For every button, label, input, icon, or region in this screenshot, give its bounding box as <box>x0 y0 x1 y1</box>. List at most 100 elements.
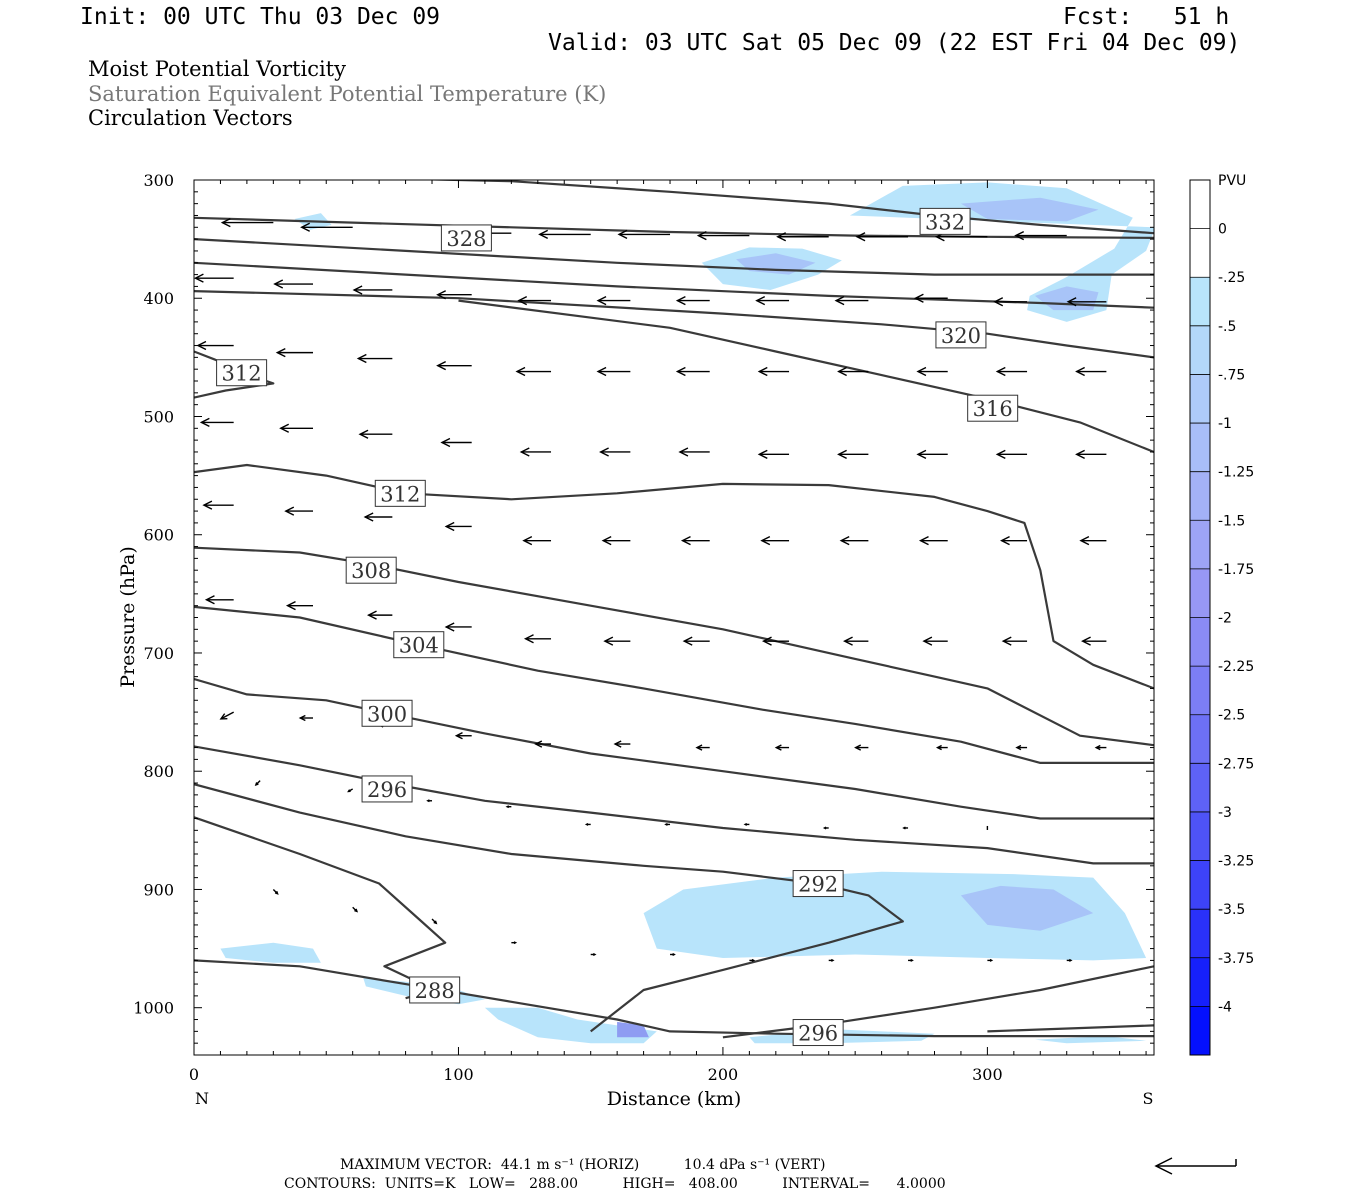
colorbar-segment-2 <box>1190 277 1210 327</box>
contour-labels: 328 332 320 316 312 312 308 304 300 296 292 288 296 <box>216 207 1019 1047</box>
colorbar-segment-9 <box>1190 617 1210 667</box>
vector-arrow-65 <box>682 636 710 646</box>
pv-region-6 <box>484 1007 657 1044</box>
vector-arrow-27 <box>515 366 552 377</box>
colorbar-label-16: -4 <box>1218 999 1232 1015</box>
contour-label-box-6 <box>216 359 268 387</box>
x-tick-label-3: 300 <box>972 1065 1003 1084</box>
contour-line-11 <box>194 745 1154 865</box>
x-tick-label-0: 0 <box>189 1065 199 1084</box>
vector-arrow-81 <box>1015 744 1028 751</box>
contour-label-7: 312 <box>380 482 420 506</box>
y-axis-title: Pressure (hPa) <box>117 546 139 688</box>
colorbar-label-6: -1.5 <box>1218 513 1245 529</box>
vector-arrow-71 <box>219 711 234 720</box>
y-tick-label-6: 900 <box>143 880 174 899</box>
vector-arrow-6 <box>696 230 750 241</box>
contour-label-box-4 <box>935 321 987 349</box>
vector-arrow-77 <box>695 744 710 751</box>
contour-label-5: 316 <box>973 397 1013 421</box>
colorbar-label-10: -2.5 <box>1218 708 1245 724</box>
colorbar-segment-17 <box>1190 1006 1210 1056</box>
pv-region-4 <box>220 942 321 963</box>
vector-arrow-67 <box>843 636 869 646</box>
pv-region-8 <box>1035 1036 1147 1044</box>
colorbar-label-3: -.75 <box>1218 367 1245 383</box>
vector-arrow-98 <box>670 953 676 956</box>
vector-arrow-4 <box>538 229 591 240</box>
y-tick-label-3: 600 <box>143 526 174 545</box>
colorbar-label-0: 0 <box>1218 222 1227 238</box>
contour-label-9: 304 <box>399 634 439 658</box>
vector-arrow-22 <box>1066 297 1107 307</box>
colorbar-segment-15 <box>1190 909 1210 959</box>
field-label-vectors: Circulation Vectors <box>88 106 293 130</box>
colorbar-segment-16 <box>1190 957 1210 1007</box>
vector-arrow-40 <box>599 447 631 457</box>
contour-label-box-1 <box>919 207 971 235</box>
vector-arrow-25 <box>356 353 393 364</box>
colorbar-segment-4 <box>1190 374 1210 424</box>
vector-arrow-45 <box>995 449 1028 459</box>
vector-arrow-2 <box>300 222 353 232</box>
vector-arrow-60 <box>285 601 314 611</box>
contour-label-15: 296 <box>798 1022 838 1046</box>
vector-arrow-49 <box>363 512 393 522</box>
vector-arrow-85 <box>426 799 433 803</box>
vector-arrow-21 <box>993 297 1028 307</box>
colorbar-segment-3 <box>1190 325 1210 375</box>
vector-arrow-101 <box>908 958 914 962</box>
vector-arrow-7 <box>776 232 829 242</box>
colorbar-segment-6 <box>1190 471 1210 521</box>
colorbar-segment-14 <box>1190 860 1210 910</box>
vector-arrow-83 <box>254 780 261 787</box>
vector-arrow-63 <box>523 634 552 644</box>
vector-arrow-19 <box>834 295 869 306</box>
reference-vector-arrow <box>1154 1157 1237 1175</box>
axes: 0 100 200 300 300 400 500 600 700 800 900 1000 <box>133 171 1154 1084</box>
vector-arrow-48 <box>284 506 314 516</box>
y-tick-label-2: 500 <box>143 407 174 426</box>
vector-arrow-58 <box>1079 536 1107 546</box>
y-tick-label-1: 400 <box>143 289 174 308</box>
vector-arrow-31 <box>837 366 869 377</box>
vector-arrow-41 <box>678 447 710 457</box>
vector-arrow-59 <box>204 595 234 605</box>
vector-arrow-102 <box>987 958 994 962</box>
vector-arrow-57 <box>999 536 1028 546</box>
valid-time-label: Valid: 03 UTC Sat 05 Dec 09 (22 EST Fri … <box>548 30 1241 56</box>
y-tick-label-5: 800 <box>143 762 174 781</box>
vector-arrow-14 <box>436 290 472 300</box>
colorbar-label-11: -2.75 <box>1218 756 1254 772</box>
vector-arrow-15 <box>517 295 552 306</box>
vector-arrow-96 <box>511 941 518 945</box>
vector-arrow-13 <box>352 285 393 295</box>
vector-arrow-12 <box>273 279 314 289</box>
colorbar-segment-10 <box>1190 666 1210 716</box>
contour-line-14 <box>194 959 1154 1038</box>
contour-label-box-5 <box>967 394 1019 422</box>
north-end-label: N <box>195 1089 209 1108</box>
contour-label-box-9 <box>393 631 445 659</box>
vector-arrow-80 <box>935 744 948 751</box>
contour-line-7 <box>194 463 1154 690</box>
vector-arrow-54 <box>760 536 790 546</box>
vector-arrow-56 <box>918 536 948 546</box>
vector-arrow-68 <box>922 636 948 646</box>
vector-arrow-43 <box>837 449 869 459</box>
vector-arrow-75 <box>534 740 552 748</box>
vector-arrow-78 <box>774 744 790 751</box>
y-tick-label-0: 300 <box>143 171 174 190</box>
colorbar-segment-1 <box>1190 228 1210 278</box>
vector-arrow-69 <box>1001 636 1028 646</box>
contour-line-4 <box>194 290 1154 359</box>
vector-arrow-46 <box>1075 449 1107 459</box>
vector-arrow-74 <box>454 732 472 740</box>
vector-arrow-76 <box>613 740 631 748</box>
vector-arrow-26 <box>436 361 472 371</box>
south-end-label: S <box>1143 1089 1154 1108</box>
vector-arrow-29 <box>675 366 710 377</box>
vector-arrow-62 <box>444 622 472 632</box>
vector-arrow-55 <box>839 536 869 546</box>
